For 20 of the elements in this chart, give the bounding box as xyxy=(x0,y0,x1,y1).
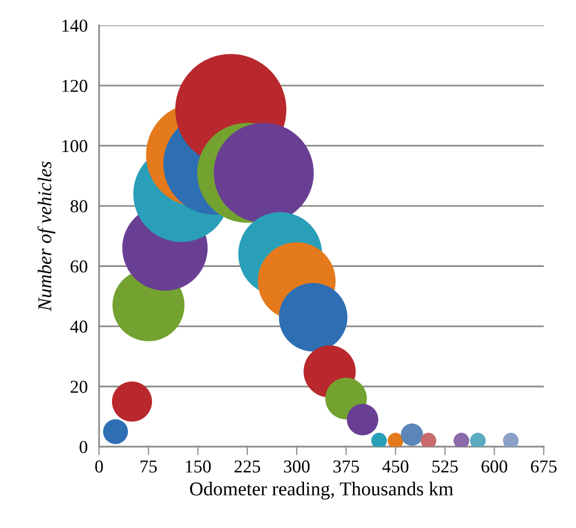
y-tick-label: 0 xyxy=(80,440,88,454)
x-tick-label: 300 xyxy=(284,460,310,473)
x-tick-label: 0 xyxy=(95,460,103,473)
x-tick-label: 150 xyxy=(186,460,211,473)
y-tick-label: 140 xyxy=(62,20,88,32)
x-tick-label: 525 xyxy=(432,460,458,473)
y-tick-label: 60 xyxy=(70,260,88,273)
x-axis-title: Odometer reading, Thousands km xyxy=(190,482,454,500)
x-tick-label: 225 xyxy=(234,460,260,473)
x-tick-label: 375 xyxy=(333,460,359,473)
y-tick-label: 40 xyxy=(70,320,88,333)
y-axis-title: Number of vehicles xyxy=(37,162,56,312)
y-tick-label: 80 xyxy=(70,200,88,212)
x-tick-label: 675 xyxy=(530,460,557,473)
y-tick-label: 20 xyxy=(70,380,88,393)
x-tick-label: 450 xyxy=(382,460,408,473)
x-tick-label: 600 xyxy=(482,460,508,473)
y-tick-label: 120 xyxy=(62,80,88,92)
y-tick-label: 100 xyxy=(62,140,88,152)
x-tick-label: 75 xyxy=(140,460,157,473)
